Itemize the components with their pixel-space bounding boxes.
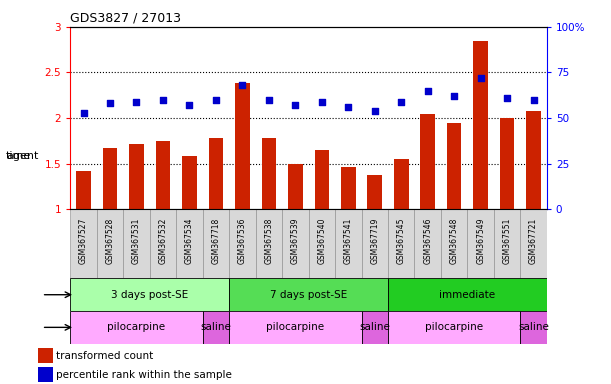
- Bar: [441, 209, 467, 278]
- Bar: [123, 209, 150, 278]
- Text: GSM367531: GSM367531: [132, 218, 141, 264]
- Bar: [474, 41, 488, 209]
- Point: [449, 93, 459, 99]
- Bar: [156, 141, 170, 209]
- Bar: [182, 156, 197, 209]
- Bar: [288, 164, 302, 209]
- Text: time: time: [6, 151, 31, 162]
- Bar: [37, 348, 53, 363]
- Text: GDS3827 / 27013: GDS3827 / 27013: [70, 12, 181, 25]
- Bar: [150, 209, 176, 278]
- Point: [238, 82, 247, 88]
- Bar: [235, 83, 250, 209]
- Text: pilocarpine: pilocarpine: [108, 322, 166, 333]
- Text: GSM367534: GSM367534: [185, 218, 194, 264]
- Point: [317, 99, 327, 105]
- Bar: [282, 209, 309, 278]
- Bar: [70, 209, 97, 278]
- Bar: [388, 209, 414, 278]
- Text: saline: saline: [359, 322, 390, 333]
- Point: [423, 88, 433, 94]
- Bar: [229, 209, 255, 278]
- Bar: [420, 114, 435, 209]
- Text: GSM367718: GSM367718: [211, 218, 221, 264]
- Bar: [229, 311, 362, 344]
- Text: GSM367549: GSM367549: [476, 218, 485, 264]
- Bar: [309, 209, 335, 278]
- Text: GSM367541: GSM367541: [344, 218, 353, 264]
- Bar: [255, 209, 282, 278]
- Text: pilocarpine: pilocarpine: [425, 322, 483, 333]
- Bar: [388, 278, 547, 311]
- Bar: [129, 144, 144, 209]
- Text: GSM367551: GSM367551: [503, 218, 511, 264]
- Point: [158, 97, 168, 103]
- Bar: [262, 138, 276, 209]
- Bar: [176, 209, 203, 278]
- Text: GSM367545: GSM367545: [397, 218, 406, 264]
- Text: agent: agent: [6, 151, 38, 162]
- Bar: [367, 175, 382, 209]
- Point: [105, 101, 115, 107]
- Bar: [315, 150, 329, 209]
- Bar: [97, 209, 123, 278]
- Text: GSM367532: GSM367532: [158, 218, 167, 264]
- Bar: [447, 122, 461, 209]
- Bar: [203, 209, 229, 278]
- Text: GSM367538: GSM367538: [265, 218, 273, 264]
- Text: saline: saline: [200, 322, 232, 333]
- Text: saline: saline: [518, 322, 549, 333]
- Bar: [388, 311, 521, 344]
- Point: [529, 97, 538, 103]
- Text: GSM367527: GSM367527: [79, 218, 88, 264]
- Text: 7 days post-SE: 7 days post-SE: [270, 290, 347, 300]
- Bar: [70, 311, 203, 344]
- Text: transformed count: transformed count: [56, 351, 153, 361]
- Bar: [37, 367, 53, 382]
- Bar: [203, 311, 229, 344]
- Text: GSM367546: GSM367546: [423, 218, 432, 264]
- Bar: [362, 311, 388, 344]
- Text: 3 days post-SE: 3 days post-SE: [111, 290, 188, 300]
- Bar: [500, 118, 514, 209]
- Point: [370, 108, 379, 114]
- Text: GSM367719: GSM367719: [370, 218, 379, 264]
- Point: [502, 95, 512, 101]
- Text: GSM367721: GSM367721: [529, 218, 538, 264]
- Bar: [70, 278, 229, 311]
- Point: [185, 102, 194, 108]
- Bar: [76, 171, 91, 209]
- Point: [79, 109, 89, 116]
- Bar: [521, 209, 547, 278]
- Bar: [494, 209, 521, 278]
- Text: percentile rank within the sample: percentile rank within the sample: [56, 370, 232, 380]
- Point: [211, 97, 221, 103]
- Point: [397, 99, 406, 105]
- Bar: [521, 311, 547, 344]
- Point: [476, 75, 486, 81]
- Point: [264, 97, 274, 103]
- Text: GSM367548: GSM367548: [450, 218, 459, 264]
- Bar: [335, 209, 362, 278]
- Text: GSM367528: GSM367528: [106, 218, 114, 264]
- Point: [131, 99, 141, 105]
- Bar: [362, 209, 388, 278]
- Point: [290, 102, 300, 108]
- Text: pilocarpine: pilocarpine: [266, 322, 324, 333]
- Bar: [414, 209, 441, 278]
- Text: GSM367540: GSM367540: [317, 218, 326, 264]
- Bar: [229, 278, 388, 311]
- Text: immediate: immediate: [439, 290, 496, 300]
- Bar: [341, 167, 356, 209]
- Point: [343, 104, 353, 110]
- Bar: [103, 148, 117, 209]
- Text: GSM367536: GSM367536: [238, 218, 247, 264]
- Bar: [526, 111, 541, 209]
- Bar: [394, 159, 409, 209]
- Bar: [467, 209, 494, 278]
- Text: GSM367539: GSM367539: [291, 218, 300, 264]
- Bar: [208, 138, 223, 209]
